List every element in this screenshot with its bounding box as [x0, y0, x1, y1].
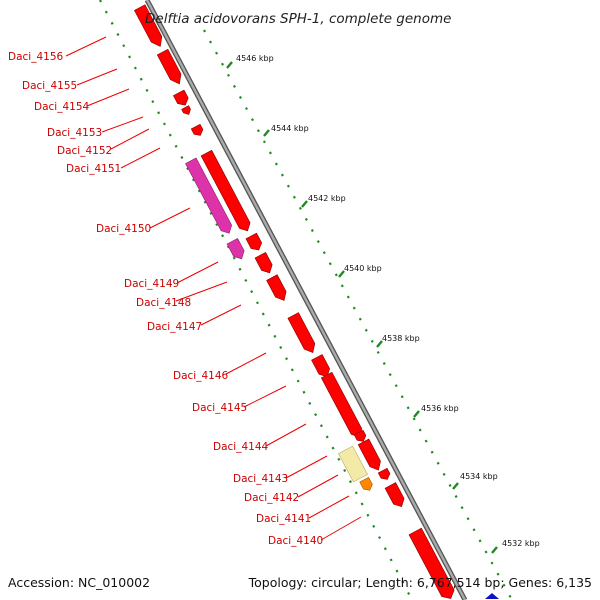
gene-label-daci-4146: Daci_4146	[173, 370, 229, 382]
tick-label-4544: 4544 kbp	[271, 124, 309, 133]
gene-arrow-daci-4148	[245, 232, 263, 251]
gene-arrow-daci-4141	[384, 482, 405, 507]
gene-label-daci-4142: Daci_4142	[244, 492, 299, 504]
gene-label-daci-4140: Daci_4140	[268, 535, 323, 547]
tick-label-4546: 4546 kbp	[236, 54, 274, 63]
gene-label-daci-4152: Daci_4152	[57, 145, 112, 157]
map-title: Delftia acidovorans SPH-1, complete geno…	[145, 11, 451, 27]
gene-arrow-daci-4142	[359, 476, 373, 491]
gene-arrow-daci-4149	[226, 237, 245, 260]
gene-arrows	[133, 4, 499, 599]
tick-label-4536: 4536 kbp	[421, 404, 459, 413]
gene-arrow-daci-4156	[133, 4, 163, 47]
marker-triangle	[485, 593, 499, 599]
gene-label-daci-4148: Daci_4148	[136, 297, 191, 309]
gene-label-daci-4155: Daci_4155	[22, 80, 77, 92]
gene-label-daci-4150: Daci_4150	[96, 223, 151, 235]
tick-label-4540: 4540 kbp	[344, 264, 382, 273]
gene-arrow-daci-4141a	[377, 467, 391, 480]
gene-arrow-daci-4144	[357, 438, 381, 471]
gene-arrow-daci-4154	[173, 89, 189, 106]
tick-label-4532: 4532 kbp	[502, 539, 540, 548]
gene-arrow-daci-4150-red	[200, 149, 251, 232]
gene-arrow-daci-4155	[156, 48, 182, 85]
gene-arrow-daci-4145a	[311, 354, 330, 378]
gene-label-daci-4149: Daci_4149	[124, 278, 179, 290]
gene-label-daci-4156: Daci_4156	[8, 51, 64, 63]
gene-arrow-daci-4147	[254, 251, 273, 274]
tick-label-4538: 4538 kbp	[382, 334, 420, 343]
tick-label-4542: 4542 kbp	[308, 194, 346, 203]
gene-arrow-daci-4146a	[266, 274, 287, 301]
gene-arrow-daci-4152	[190, 123, 204, 136]
gene-arrow-daci-4150	[185, 157, 233, 234]
gene-arrow-daci-4153	[181, 105, 191, 115]
tick-label-4534: 4534 kbp	[460, 472, 498, 481]
topology-text: Topology: circular; Length: 6,767,514 bp…	[248, 575, 592, 590]
gene-label-daci-4154: Daci_4154	[34, 101, 90, 113]
gene-arrow-daci-4145	[320, 371, 363, 438]
gene-arrow-daci-4144a	[353, 429, 367, 442]
genome-backbone	[144, 0, 468, 600]
gene-arrow-daci-4143	[338, 445, 368, 483]
outer-tick-track	[203, 29, 513, 600]
gene-label-daci-4145: Daci_4145	[192, 402, 247, 414]
major-ticks	[226, 61, 498, 554]
gene-label-daci-4153: Daci_4153	[47, 127, 102, 139]
gene-arrow-daci-4146	[287, 312, 316, 353]
gene-label-daci-4144: Daci_4144	[213, 441, 269, 453]
gene-label-daci-4151: Daci_4151	[66, 163, 121, 175]
gene-label-daci-4141: Daci_4141	[256, 513, 311, 525]
gene-label-daci-4147: Daci_4147	[147, 321, 202, 333]
gene-label-daci-4143: Daci_4143	[233, 473, 288, 485]
accession-text: Accession: NC_010002	[8, 575, 151, 590]
gene-arrow-daci-4140	[408, 527, 455, 599]
label-connectors	[65, 36, 362, 541]
